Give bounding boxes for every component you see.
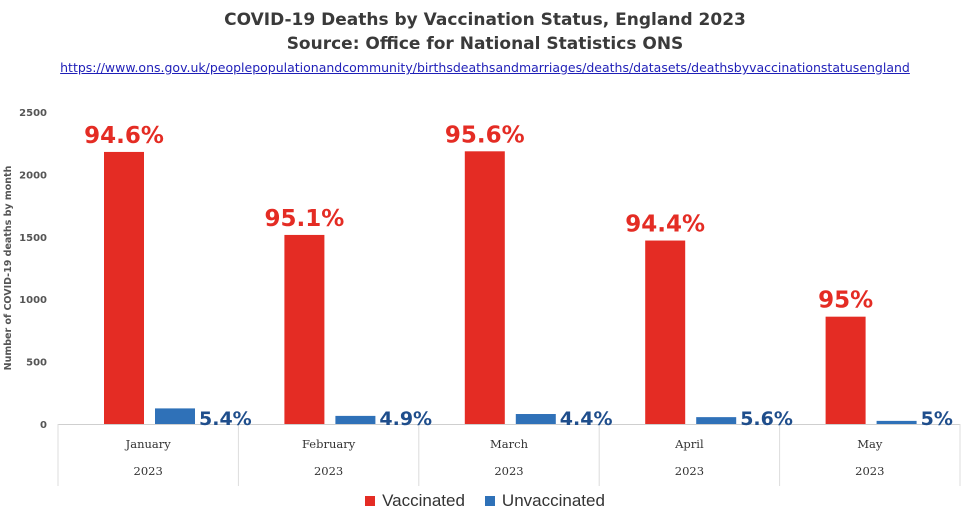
x-tick-label: May <box>857 437 883 451</box>
legend-swatch-vaccinated <box>365 496 376 506</box>
legend-item-unvaccinated: Unvaccinated <box>484 491 605 511</box>
source-link[interactable]: https://www.ons.gov.uk/peoplepopulationa… <box>60 60 910 75</box>
data-label-unvaccinated: 5.4% <box>199 408 252 430</box>
y-tick-label: 1000 <box>19 295 47 306</box>
chart-subtitle: Source: Office for National Statistics O… <box>286 34 684 54</box>
legend: Vaccinated Unvaccinated <box>0 491 970 511</box>
data-label-unvaccinated: 5% <box>921 408 953 430</box>
data-label-unvaccinated: 4.4% <box>560 408 613 430</box>
bar-vaccinated <box>645 240 686 424</box>
data-label-vaccinated: 95.1% <box>265 206 345 232</box>
y-tick-label: 500 <box>26 358 47 369</box>
bar-vaccinated <box>104 151 144 424</box>
chart-title: COVID-19 Deaths by Vaccination Status, E… <box>224 10 746 30</box>
bar-unvaccinated <box>696 417 737 424</box>
x-tick-label: April <box>674 437 704 451</box>
data-label-vaccinated: 95.6% <box>445 122 525 148</box>
x-group-label: 2023 <box>494 464 523 478</box>
bar-vaccinated <box>284 234 325 424</box>
bar-unvaccinated <box>515 414 556 424</box>
data-label-vaccinated: 94.6% <box>84 123 164 149</box>
legend-swatch-unvaccinated <box>484 496 495 506</box>
bar-vaccinated <box>464 151 505 424</box>
x-group-label: 2023 <box>855 464 884 478</box>
y-axis-label: Number of COVID-19 deaths by month <box>3 165 14 370</box>
data-label-unvaccinated: 5.6% <box>740 408 793 430</box>
bar-unvaccinated <box>876 420 917 424</box>
data-label-unvaccinated: 4.9% <box>379 408 432 430</box>
data-label-vaccinated: 95% <box>818 288 873 314</box>
y-tick-label: 0 <box>40 420 47 431</box>
x-tick-label: March <box>490 437 529 451</box>
x-tick-label: February <box>302 437 356 451</box>
bar-unvaccinated <box>155 408 195 424</box>
x-group-label: 2023 <box>134 464 163 478</box>
legend-label-vaccinated: Vaccinated <box>382 491 465 510</box>
data-label-vaccinated: 94.4% <box>625 212 705 238</box>
x-tick-label: January <box>125 437 172 451</box>
x-group-label: 2023 <box>314 464 343 478</box>
bar-unvaccinated <box>335 415 376 424</box>
y-tick-label: 2000 <box>19 170 47 181</box>
legend-label-unvaccinated: Unvaccinated <box>501 491 605 510</box>
y-tick-label: 2500 <box>19 108 47 119</box>
bar-vaccinated <box>825 316 866 424</box>
legend-item-vaccinated: Vaccinated <box>365 491 465 511</box>
y-tick-label: 1500 <box>19 233 47 244</box>
x-group-label: 2023 <box>675 464 704 478</box>
